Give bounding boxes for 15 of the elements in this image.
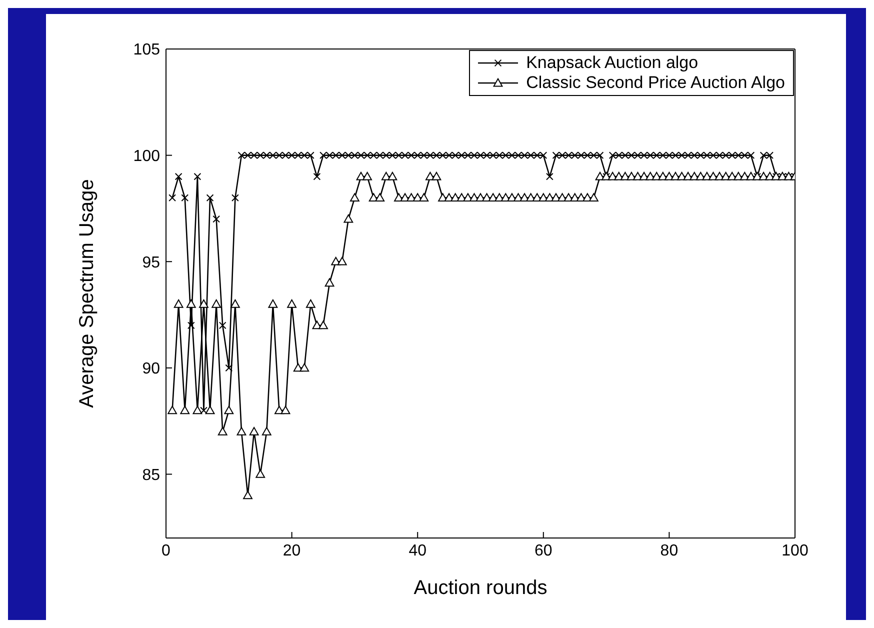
x-tick-label: 0 <box>162 542 171 560</box>
x-tick-label: 100 <box>782 542 808 560</box>
y-tick-label: 95 <box>142 254 160 272</box>
legend-label: Knapsack Auction algo <box>526 53 698 73</box>
x-tick-label: 20 <box>282 542 301 560</box>
x-tick-label: 40 <box>408 542 427 560</box>
x-tick-label: 80 <box>660 542 678 560</box>
y-axis-title: Average Spectrum Usage <box>76 179 98 408</box>
legend-label: Classic Second Price Auction Algo <box>526 73 785 93</box>
y-tick-label: 100 <box>133 148 160 165</box>
y-tick-label: 90 <box>142 360 160 378</box>
y-tick-label: 85 <box>142 466 160 484</box>
y-tick-label: 105 <box>133 42 160 59</box>
x-axis-title: Auction rounds <box>414 577 548 599</box>
x-tick-label: 60 <box>534 542 552 560</box>
